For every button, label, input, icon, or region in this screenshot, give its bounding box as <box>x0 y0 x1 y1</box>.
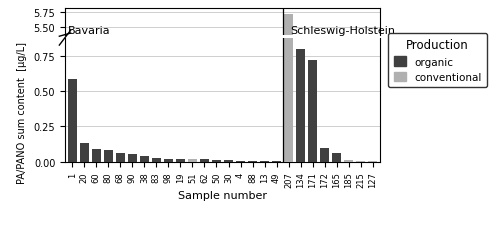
Bar <box>344 161 353 162</box>
Bar <box>140 156 149 162</box>
Legend: organic, conventional: organic, conventional <box>388 34 487 88</box>
X-axis label: Sample number: Sample number <box>178 190 267 200</box>
Text: Bavaria: Bavaria <box>68 26 111 36</box>
Bar <box>212 160 221 162</box>
Bar <box>308 61 317 162</box>
Bar <box>128 154 137 162</box>
Bar <box>284 0 293 162</box>
Bar <box>188 160 197 162</box>
Bar <box>68 79 76 162</box>
Bar <box>176 159 185 162</box>
Bar <box>92 149 101 162</box>
Bar <box>104 150 113 162</box>
Text: Schleswig-Holstein: Schleswig-Holstein <box>290 26 395 36</box>
Bar <box>356 161 366 162</box>
Bar <box>80 144 88 162</box>
Bar <box>164 159 173 162</box>
Bar <box>224 160 233 162</box>
Bar <box>236 161 245 162</box>
Bar <box>200 160 209 162</box>
Bar <box>116 154 125 162</box>
Bar <box>284 15 293 225</box>
Bar <box>152 158 161 162</box>
Text: PA/PANO sum content  [µg/L]: PA/PANO sum content [µg/L] <box>18 42 28 183</box>
Bar <box>332 153 341 162</box>
Bar <box>296 50 305 162</box>
Bar <box>320 148 329 162</box>
